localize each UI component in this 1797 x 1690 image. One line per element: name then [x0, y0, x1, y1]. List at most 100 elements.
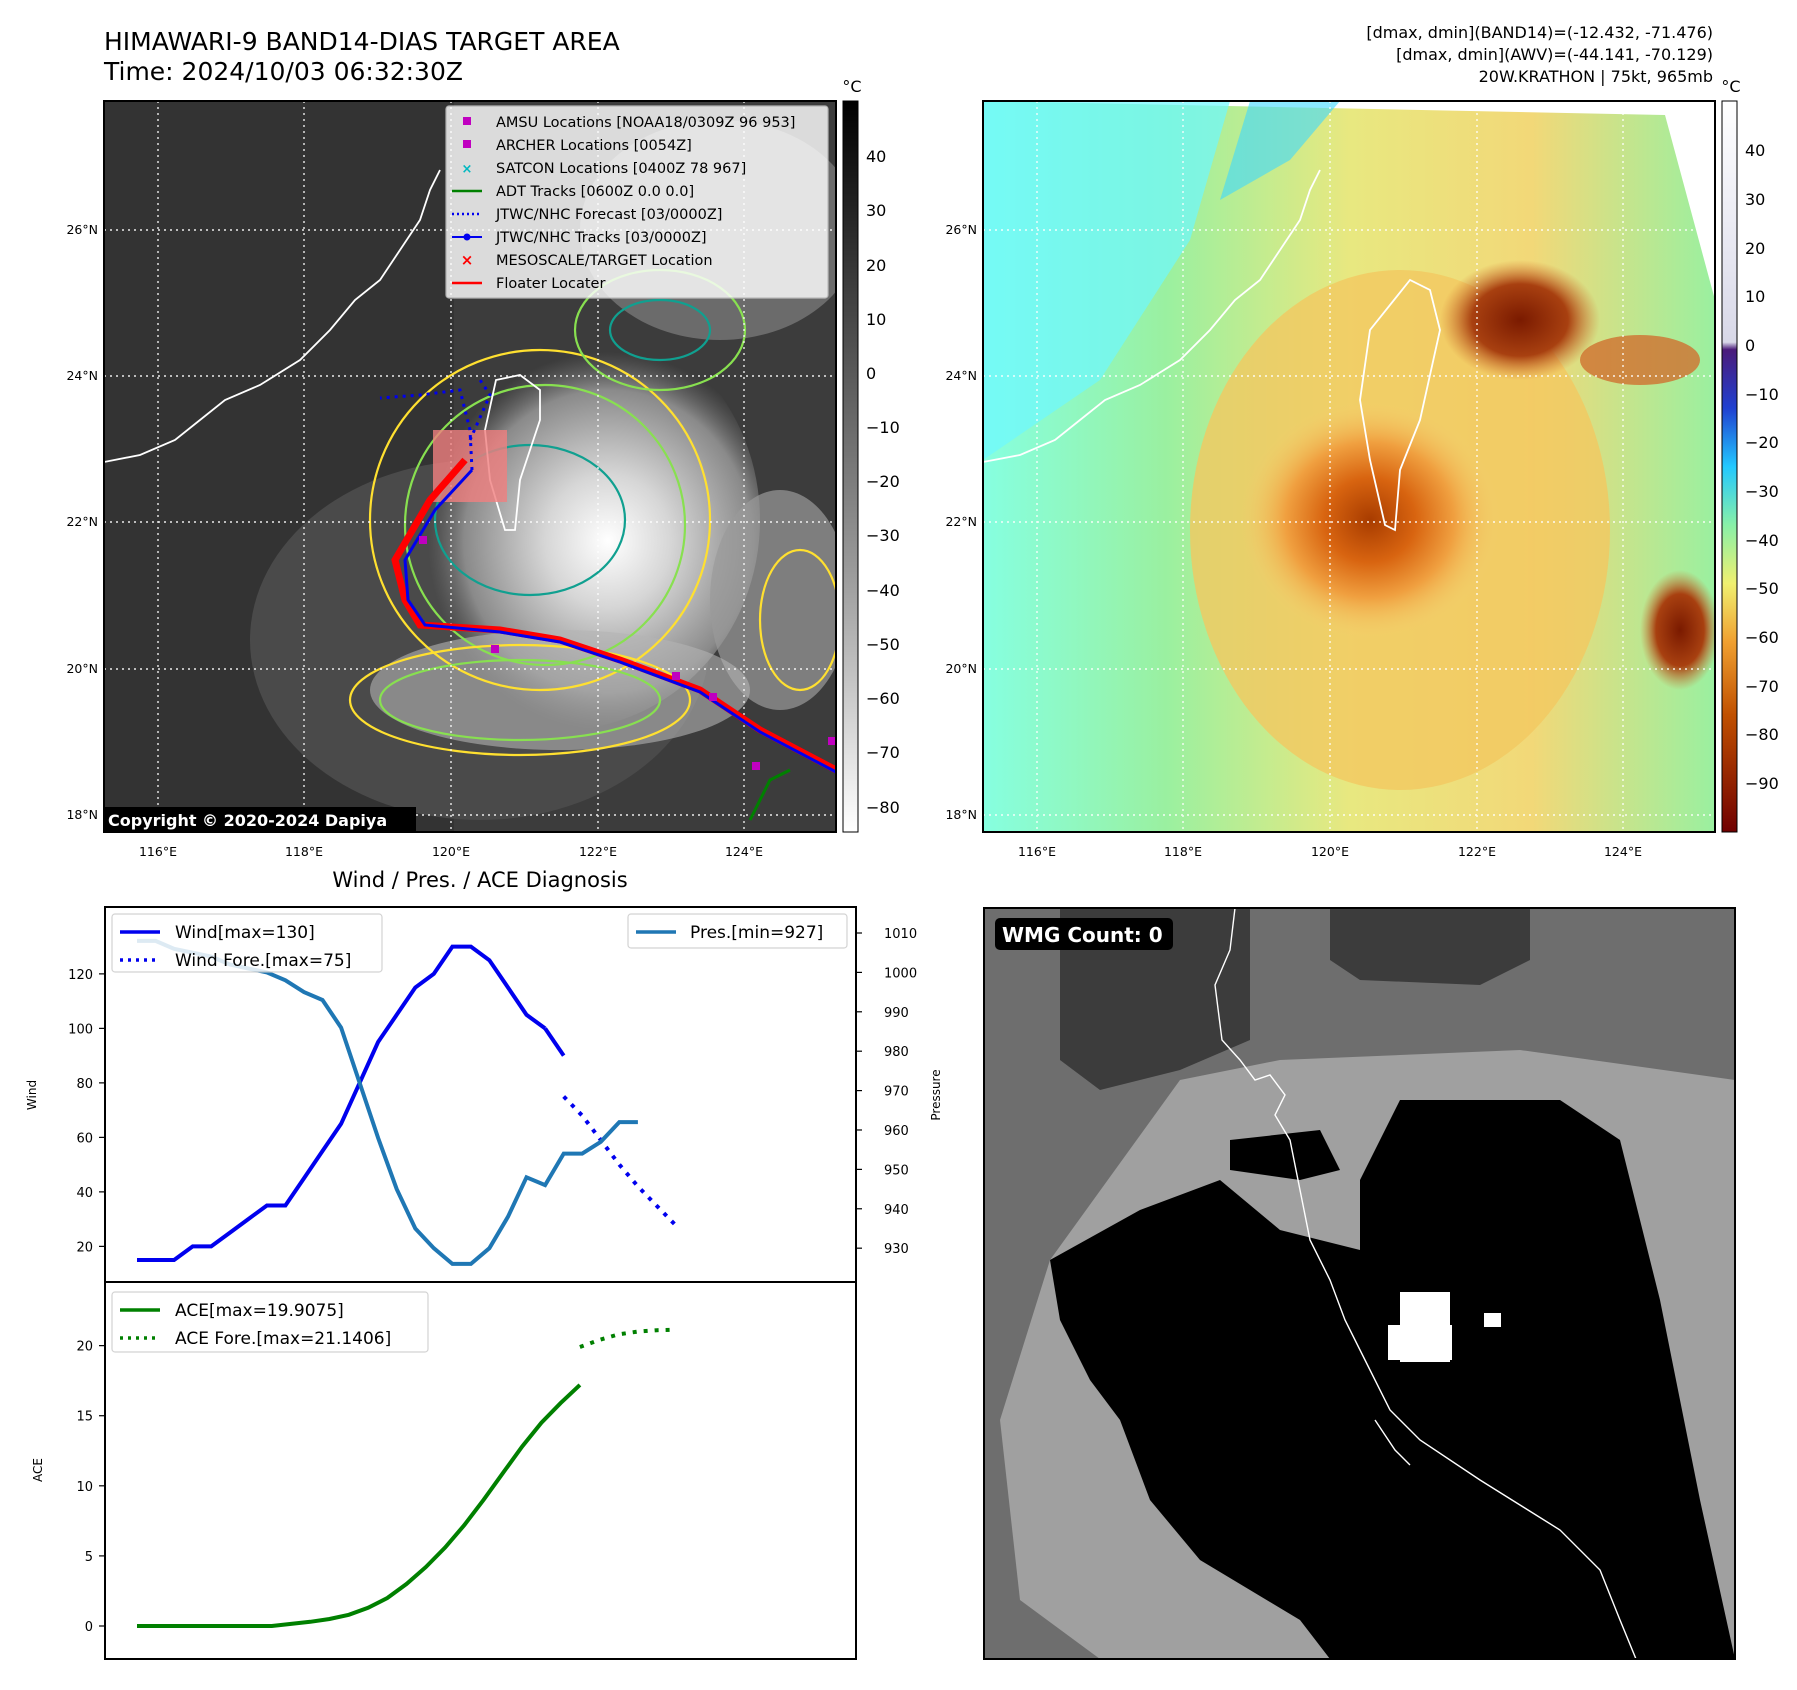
colorbar-tick: −60 — [1745, 628, 1779, 647]
info-awv: [dmax, dmin](AWV)=(-44.141, -70.129) — [1396, 45, 1713, 64]
wmg-count-badge — [995, 918, 1173, 950]
series-line-1 — [562, 1095, 677, 1226]
legend-label: JTWC/NHC Tracks [03/0000Z] — [495, 230, 707, 246]
pressure-tick-label: 970 — [884, 1085, 909, 1100]
pressure-tick-label: 960 — [884, 1124, 909, 1139]
wmg-count-label: WMG Count: 0 — [1002, 923, 1163, 947]
lat-tick: 26°N — [945, 222, 977, 237]
colorbar-tick: 0 — [866, 364, 876, 383]
colorbar-tick: −30 — [1745, 482, 1779, 501]
colorbar-tick: 30 — [1745, 190, 1765, 209]
pressure-legend: Pres.[min=927] — [627, 913, 848, 949]
legend-label: MESOSCALE/TARGET Location — [496, 253, 713, 269]
ace-tick-label: 15 — [76, 1410, 93, 1425]
colorbar-tick: 30 — [866, 201, 886, 220]
legend-label: Floater Locater — [496, 276, 605, 292]
wind-tick-label: 120 — [68, 968, 93, 983]
lat-tick: 20°N — [66, 661, 98, 676]
colorbar-tick: 0 — [1745, 336, 1755, 355]
pressure-tick-label: 1000 — [884, 966, 917, 981]
lat-tick: 24°N — [945, 368, 977, 383]
colorbar-tick: 20 — [866, 256, 886, 275]
pressure-tick-label: 930 — [884, 1242, 909, 1257]
colorbar-tick: −50 — [866, 635, 900, 654]
wmg-panel: WMG Count: 0 — [983, 907, 1736, 1660]
awv-map-panel: 116°E 118°E 120°E 122°E 124°E 26°N 24°N … — [945, 77, 1778, 859]
legend-entry-jtwc-tracks: JTWC/NHC Tracks [03/0000Z] — [452, 230, 707, 246]
legend-label: ACE Fore.[max=21.1406] — [175, 1329, 391, 1349]
legend-entry-amsu: AMSU Locations [NOAA18/0309Z 96 953] — [463, 115, 795, 131]
lat-tick: 22°N — [945, 514, 977, 529]
legend-entry-mesoscale: × MESOSCALE/TARGET Location — [461, 251, 713, 269]
square-marker-icon — [463, 140, 471, 148]
ir-lat-ticks: 26°N 24°N 22°N 20°N 18°N — [66, 222, 98, 822]
wind-legend: Wind[max=130] Wind Fore.[max=75] — [111, 913, 383, 973]
legend-label: JTWC/NHC Forecast [03/0000Z] — [495, 207, 722, 223]
colorbar-tick: −20 — [1745, 433, 1779, 452]
pressure-tick-label: 950 — [884, 1163, 909, 1178]
colorbar-tick: −80 — [866, 798, 900, 817]
legend-label: Wind Fore.[max=75] — [175, 951, 351, 971]
lon-tick: 122°E — [1458, 844, 1496, 859]
lon-tick: 124°E — [725, 844, 763, 859]
ir-lon-ticks: 116°E 118°E 120°E 122°E 124°E — [139, 844, 763, 859]
colorbar-tick: −70 — [866, 743, 900, 762]
colorbar-tick: −80 — [1745, 725, 1779, 744]
ir-legend: AMSU Locations [NOAA18/0309Z 96 953] ARC… — [445, 105, 829, 299]
ace-tick-label: 20 — [76, 1340, 93, 1355]
info-band14: [dmax, dmin](BAND14)=(-12.432, -71.476) — [1366, 23, 1713, 42]
legend-entry-archer: ARCHER Locations [0054Z] — [463, 138, 692, 154]
colorbar-tick: 40 — [1745, 141, 1765, 160]
legend-label: Pres.[min=927] — [690, 923, 823, 943]
colorbar-tick: −50 — [1745, 579, 1779, 598]
ace-tick-label: 5 — [85, 1550, 93, 1565]
lat-tick: 22°N — [66, 514, 98, 529]
pressure-tick-label: 1010 — [884, 927, 917, 942]
lon-tick: 116°E — [1018, 844, 1056, 859]
series-line-0 — [137, 944, 547, 1262]
copyright-text: Copyright © 2020-2024 Dapiya — [108, 811, 387, 830]
awv-lon-ticks: 116°E 118°E 120°E 122°E 124°E — [1018, 844, 1642, 859]
figure-title: HIMAWARI-9 BAND14-DIAS TARGET AREA — [104, 27, 620, 56]
lat-tick: 20°N — [945, 661, 977, 676]
colorbar-tick: 20 — [1745, 239, 1765, 258]
legend-entry-satcon: × SATCON Locations [0400Z 78 967] — [462, 161, 747, 177]
lon-tick: 118°E — [1164, 844, 1202, 859]
colorbar-tick: −30 — [866, 526, 900, 545]
ir-map-panel: AMSU Locations [NOAA18/0309Z 96 953] ARC… — [66, 77, 899, 859]
awv-lat-ticks: 26°N 24°N 22°N 20°N 18°N — [945, 222, 977, 822]
wind-pres-chart: Wind Pressure 120 100 80 60 40 20 1010 1000 990… — [25, 906, 943, 1283]
wind-tick-label: 80 — [76, 1077, 93, 1092]
lon-tick: 118°E — [285, 844, 323, 859]
wind-right-ticks: 1010 1000 990 980 970 960 950 940 930 — [856, 927, 917, 1257]
legend-entry-jtwc-forecast: JTWC/NHC Forecast [03/0000Z] — [452, 207, 722, 223]
ace-legend: ACE[max=19.9075] ACE Fore.[max=21.1406] — [111, 1291, 429, 1353]
colorbar-tick: −90 — [1745, 774, 1779, 793]
awv-colorbar: °C 40 30 20 10 0 −10 −20 −30 −40 −50 −60… — [1721, 77, 1779, 833]
lon-tick: 120°E — [432, 844, 470, 859]
pressure-tick-label: 990 — [884, 1006, 909, 1021]
ace-tick-label: 0 — [85, 1620, 93, 1635]
lon-tick: 116°E — [139, 844, 177, 859]
pressure-tick-label: 940 — [884, 1203, 909, 1218]
legend-entry-floater: Floater Locater — [452, 276, 605, 292]
square-marker-icon — [463, 117, 471, 125]
legend-label: SATCON Locations [0400Z 78 967] — [496, 161, 746, 177]
colorbar-tick: −20 — [866, 472, 900, 491]
copyright-box — [104, 807, 416, 832]
colorbar-unit: °C — [842, 77, 861, 96]
legend-label: AMSU Locations [NOAA18/0309Z 96 953] — [496, 115, 795, 131]
colorbar-tick: 10 — [1745, 287, 1765, 306]
wind-tail-line — [543, 1027, 566, 1057]
pressure-axis-label: Pressure — [929, 1069, 943, 1120]
legend-entry-adt: ADT Tracks [0600Z 0.0 0.0] — [452, 184, 694, 200]
lon-tick: 124°E — [1604, 844, 1642, 859]
legend-label: Wind[max=130] — [175, 923, 315, 943]
ace-chart: ACE 20 15 10 5 0 ACE[max=19.9075] ACE Fore.[… — [31, 1281, 857, 1660]
lat-tick: 26°N — [66, 222, 98, 237]
lon-tick: 120°E — [1311, 844, 1349, 859]
wind-tick-label: 40 — [76, 1186, 93, 1201]
x-marker-icon: × — [461, 251, 474, 269]
ace-series-line-0 — [137, 1383, 582, 1628]
